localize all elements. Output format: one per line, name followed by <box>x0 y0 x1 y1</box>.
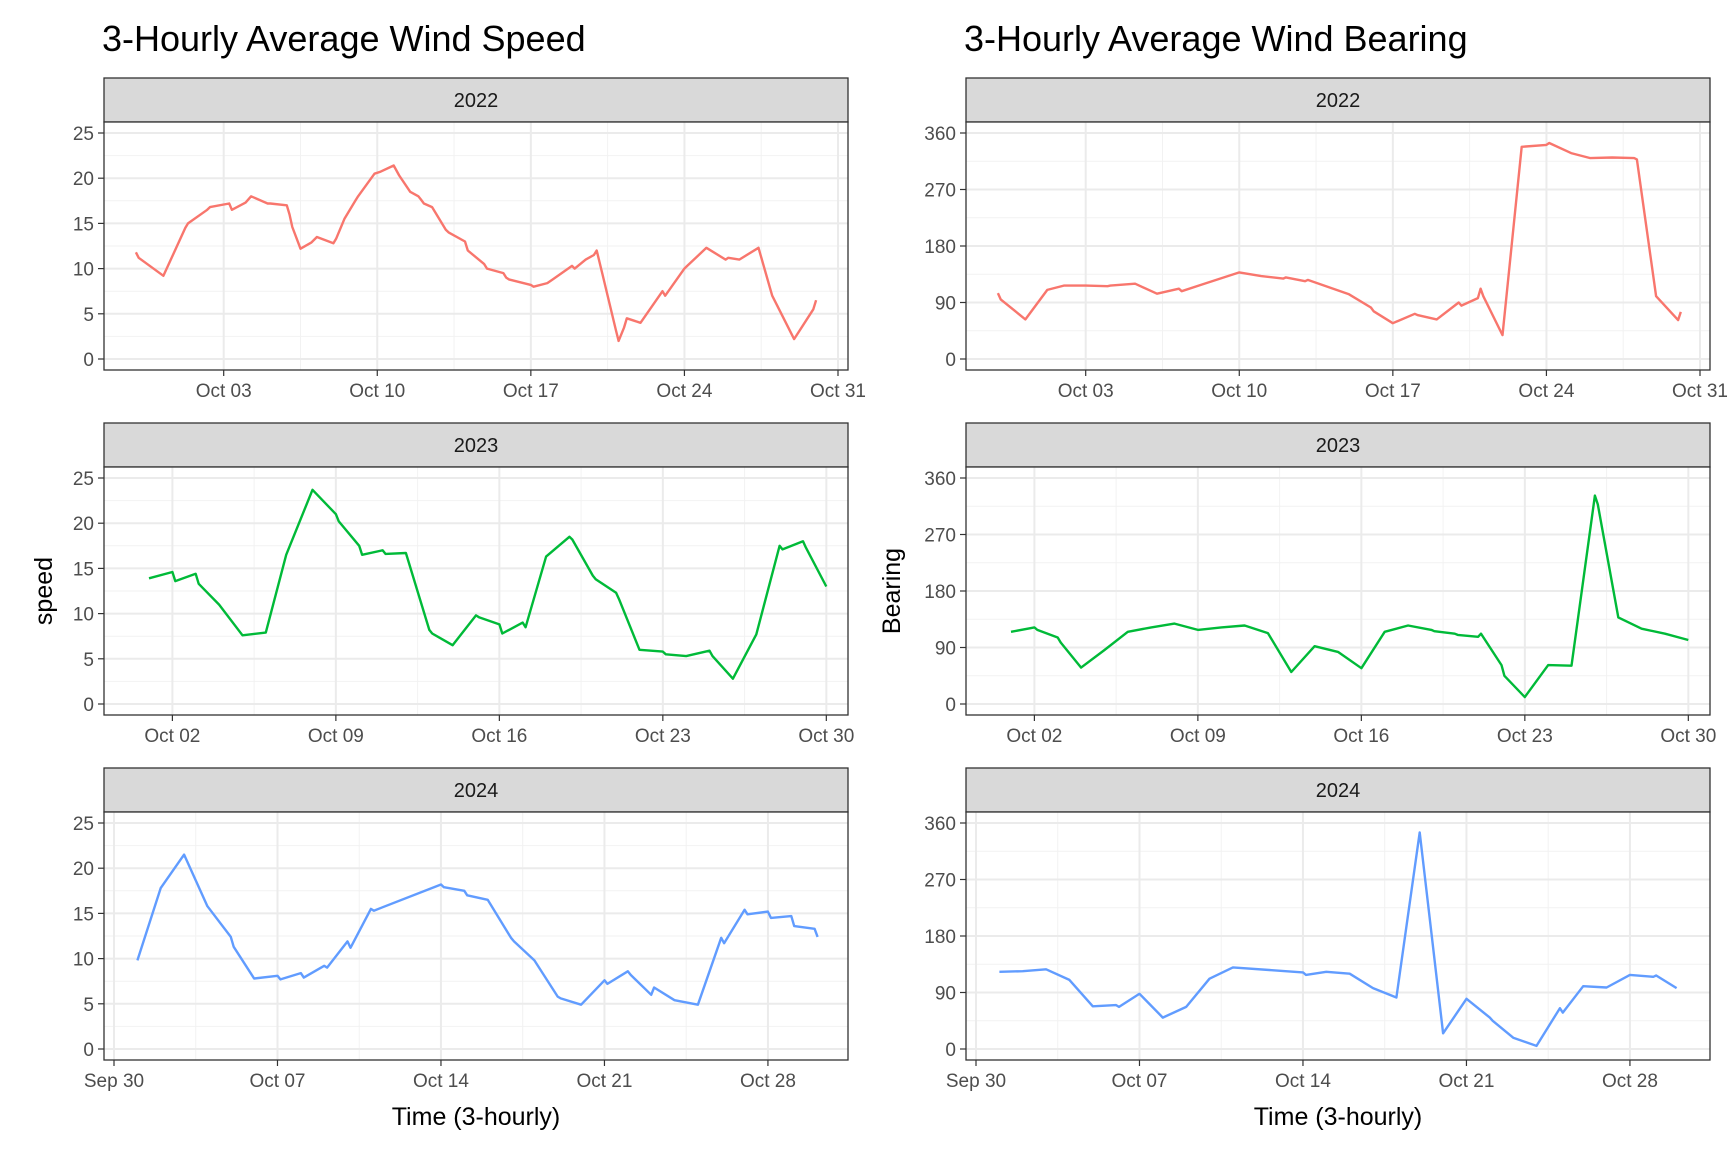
x-tick-label: Oct 02 <box>144 726 200 747</box>
panel-border <box>965 466 1711 716</box>
panel-border <box>965 811 1711 1061</box>
y-tick-label: 15 <box>73 559 94 580</box>
y-tick-label: 15 <box>73 214 94 235</box>
y-tick-label: 5 <box>83 995 94 1016</box>
panel-0-2024: 2024 0 5 10 15 20 25 Sep 30 Oct 07 Oct 14 Oct 21 Oc… <box>73 767 849 1092</box>
y-tick-label: 270 <box>924 526 956 547</box>
x-tick-label: Oct 23 <box>635 726 691 747</box>
x-tick-label: Oct 14 <box>1275 1071 1331 1092</box>
x-tick-label: Oct 09 <box>1170 726 1226 747</box>
facet-strip <box>965 77 1711 123</box>
x-tick-label: Oct 24 <box>656 381 712 402</box>
y-tick-label: 0 <box>945 695 956 716</box>
speed-chart-title: 3-Hourly Average Wind Speed <box>102 18 586 59</box>
facet-strip-label: 2022 <box>454 90 499 112</box>
y-tick-label: 360 <box>924 814 956 835</box>
facet-strip <box>103 767 849 813</box>
x-axis-label: Time (3-hourly) <box>1254 1103 1423 1131</box>
y-tick-label: 270 <box>924 871 956 892</box>
y-tick-label: 180 <box>924 927 956 948</box>
series-line-2022 <box>134 164 818 343</box>
panel-1-2024: 2024 0 90 180 270 360 Sep 30 Oct 07 Oct 14 Oct 21… <box>924 767 1711 1092</box>
series-line-2024 <box>999 831 1678 1048</box>
x-tick-label: Oct 30 <box>798 726 854 747</box>
y-tick-label: 25 <box>73 124 94 145</box>
panel-1-2022: 2022 0 90 180 270 360 Oct 03 Oct 10 Oct 17 Oct 24… <box>924 77 1728 402</box>
x-tick-label: Oct 17 <box>503 381 559 402</box>
y-tick-label: 0 <box>83 350 94 371</box>
panel-border <box>103 121 849 371</box>
y-tick-label: 0 <box>945 350 956 371</box>
y-tick-label: 180 <box>924 237 956 258</box>
y-tick-label: 25 <box>73 469 94 490</box>
x-tick-label: Oct 03 <box>196 381 252 402</box>
x-tick-label: Oct 16 <box>1333 726 1389 747</box>
series-line-2023 <box>148 488 828 680</box>
y-axis-label: Bearing <box>878 548 906 634</box>
x-tick-label: Oct 31 <box>810 381 866 402</box>
x-tick-label: Oct 07 <box>249 1071 305 1092</box>
facet-strip <box>965 767 1711 813</box>
panel-border <box>965 121 1711 371</box>
y-tick-label: 180 <box>924 582 956 603</box>
x-tick-label: Oct 16 <box>471 726 527 747</box>
y-tick-label: 360 <box>924 469 956 490</box>
y-tick-label: 15 <box>73 904 94 925</box>
y-tick-label: 0 <box>83 695 94 716</box>
facet-strip-label: 2023 <box>1316 435 1361 457</box>
y-tick-label: 10 <box>73 260 94 281</box>
y-tick-label: 5 <box>83 305 94 326</box>
y-tick-label: 90 <box>935 639 956 660</box>
y-tick-label: 360 <box>924 124 956 145</box>
facet-strip-label: 2022 <box>1316 90 1361 112</box>
series-line-2024 <box>136 853 819 1006</box>
y-tick-label: 20 <box>73 514 94 535</box>
series-line-2022 <box>996 141 1682 337</box>
facet-strip-label: 2023 <box>454 435 499 457</box>
panel-border <box>103 466 849 716</box>
x-tick-label: Sep 30 <box>84 1071 144 1092</box>
x-tick-label: Oct 23 <box>1497 726 1553 747</box>
y-tick-label: 90 <box>935 294 956 315</box>
y-tick-label: 0 <box>945 1040 956 1061</box>
panel-1-2023: 2023 0 90 180 270 360 Oct 02 Oct 09 Oct 16 Oct 23… <box>924 422 1716 747</box>
facet-strip-label: 2024 <box>454 780 499 802</box>
facet-strip <box>103 422 849 468</box>
y-tick-label: 25 <box>73 814 94 835</box>
x-tick-label: Oct 21 <box>576 1071 632 1092</box>
facet-strip-label: 2024 <box>1316 780 1361 802</box>
panel-border <box>103 811 849 1061</box>
bearing-chart-title: 3-Hourly Average Wind Bearing <box>964 18 1468 59</box>
x-tick-label: Oct 10 <box>1211 381 1267 402</box>
panel-0-2023: 2023 0 5 10 15 20 25 Oct 02 Oct 09 Oct 16 Oct 23 Oc… <box>73 422 854 747</box>
x-tick-label: Oct 21 <box>1438 1071 1494 1092</box>
x-tick-label: Oct 24 <box>1518 381 1574 402</box>
x-tick-label: Oct 30 <box>1660 726 1716 747</box>
x-tick-label: Oct 28 <box>1602 1071 1658 1092</box>
x-tick-label: Oct 28 <box>740 1071 796 1092</box>
y-tick-label: 10 <box>73 605 94 626</box>
x-tick-label: Oct 17 <box>1365 381 1421 402</box>
facet-strip <box>965 422 1711 468</box>
x-tick-label: Oct 07 <box>1111 1071 1167 1092</box>
y-tick-label: 5 <box>83 650 94 671</box>
x-axis-label: Time (3-hourly) <box>392 1103 561 1131</box>
y-tick-label: 90 <box>935 984 956 1005</box>
y-tick-label: 270 <box>924 181 956 202</box>
series-line-2023 <box>1010 494 1689 699</box>
x-tick-label: Oct 03 <box>1058 381 1114 402</box>
x-tick-label: Oct 09 <box>308 726 364 747</box>
x-tick-label: Oct 10 <box>349 381 405 402</box>
y-tick-label: 20 <box>73 169 94 190</box>
x-tick-label: Sep 30 <box>946 1071 1006 1092</box>
y-tick-label: 20 <box>73 859 94 880</box>
y-tick-label: 10 <box>73 950 94 971</box>
panel-0-2022: 2022 0 5 10 15 20 25 Oct 03 Oct 10 Oct 17 Oct 24 Oc… <box>73 77 866 402</box>
x-tick-label: Oct 02 <box>1006 726 1062 747</box>
x-tick-label: Oct 14 <box>413 1071 469 1092</box>
y-axis-label: speed <box>30 557 58 625</box>
x-tick-label: Oct 31 <box>1672 381 1728 402</box>
y-tick-label: 0 <box>83 1040 94 1061</box>
